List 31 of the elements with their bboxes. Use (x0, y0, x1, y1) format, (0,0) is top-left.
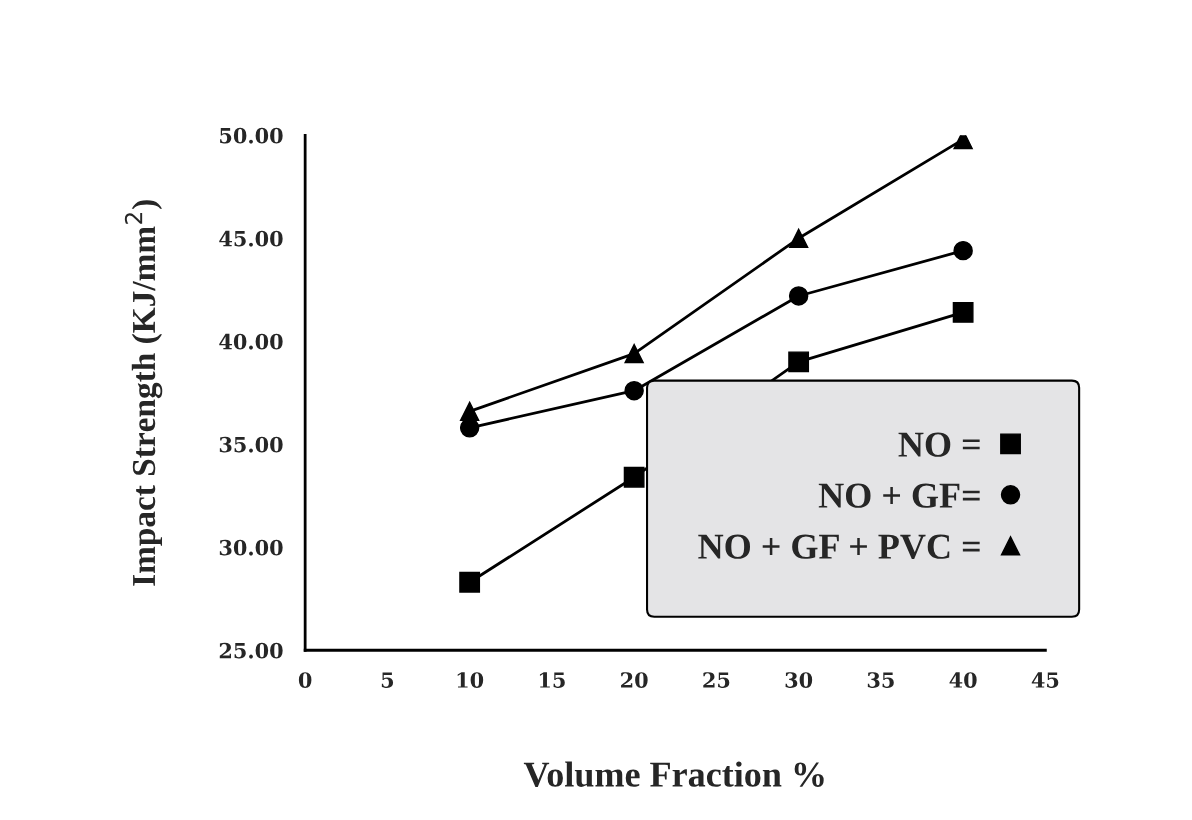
point (788, 351, 810, 373)
x-tick-label: 45 (1031, 672, 1059, 688)
x-tick-label: 20 (621, 672, 648, 688)
y-tick-label: 50.00 (220, 127, 283, 144)
legend-label: NO = (898, 432, 980, 457)
x-tick-label: 35 (867, 672, 894, 688)
y-tick-label: 40.00 (219, 333, 283, 350)
x-tick-label: 25 (703, 672, 730, 688)
point (624, 380, 644, 401)
point (788, 228, 809, 249)
y-tick-label: 35.00 (219, 436, 283, 453)
x-tick-label: 40 (949, 672, 977, 688)
x-tick-label: 0 (298, 672, 312, 688)
x-tick-label: 10 (457, 672, 484, 688)
x-tick-label: 15 (539, 672, 565, 688)
x-tick-label: 30 (785, 672, 813, 688)
point (459, 401, 480, 422)
y-tick-label: 45.00 (219, 230, 283, 247)
y-tick-label: 30.00 (219, 539, 283, 556)
legend-label: NO + GF + PVC = (698, 534, 980, 560)
y-axis-title: Impact Strength (KJ/mm$^{2}$) (124, 200, 163, 586)
point (623, 466, 645, 488)
point (459, 571, 481, 593)
y-tick-label: 25.00 (219, 642, 283, 659)
point (788, 286, 809, 306)
point (624, 343, 644, 364)
x-tick-label: 5 (381, 672, 394, 688)
point (952, 302, 974, 323)
x-axis-title: Volume Fraction % (523, 761, 824, 787)
point (953, 240, 973, 261)
legend-label: NO + GF= (818, 483, 980, 508)
